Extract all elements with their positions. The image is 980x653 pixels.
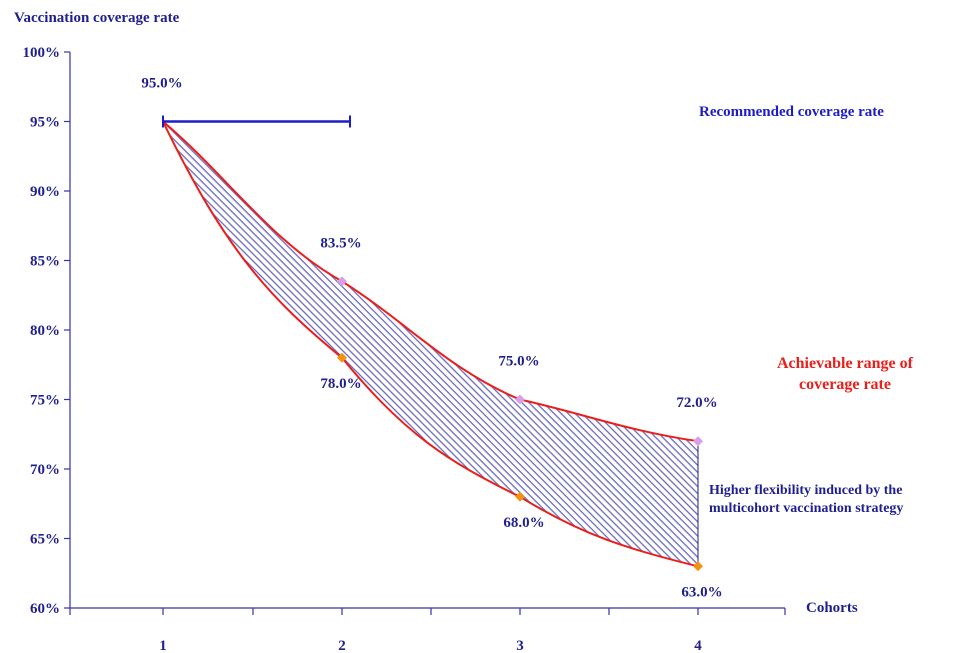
lower-range-line <box>162 121 699 568</box>
y-tick-label: 80% <box>30 323 60 339</box>
range-fill-area <box>163 121 698 567</box>
y-tick-label: 65% <box>30 532 60 548</box>
lower-data-label: 78.0% <box>320 376 361 392</box>
y-tick-label: 70% <box>30 462 60 478</box>
lower-data-label: 68.0% <box>503 515 544 531</box>
lower-point-marker <box>515 491 525 502</box>
flex-annotation-line2: multicohort vaccination strategy <box>709 501 903 516</box>
x-tick-label: 4 <box>694 638 702 653</box>
flex-annotation-line1: Higher flexibility induced by the <box>709 483 902 498</box>
y-tick-label: 90% <box>30 184 60 200</box>
upper-range-line <box>162 120 699 443</box>
x-axis-title: Cohorts <box>806 600 858 616</box>
x-tick-label: 3 <box>516 638 524 653</box>
y-tick-label: 100% <box>23 45 61 61</box>
upper-point-marker <box>337 276 347 287</box>
recommended-annotation: Recommended coverage rate <box>699 104 884 120</box>
y-tick-label: 75% <box>30 393 60 409</box>
upper-point-marker <box>693 436 703 447</box>
x-tick-label: 1 <box>159 638 167 653</box>
y-tick-label: 85% <box>30 254 60 270</box>
range-annotation-line1: Achievable range of <box>777 355 914 372</box>
y-axis-title: Vaccination coverage rate <box>14 10 180 26</box>
upper-data-label: 75.0% <box>498 354 539 370</box>
lower-point-marker <box>693 561 703 572</box>
range-annotation-line2: coverage rate <box>799 376 891 393</box>
upper-point-marker <box>515 394 525 405</box>
upper-data-label: 83.5% <box>320 235 361 251</box>
lower-point-marker <box>337 352 347 363</box>
lower-data-label: 63.0% <box>681 584 722 600</box>
upper-data-label: 95.0% <box>141 76 182 92</box>
upper-data-label: 72.0% <box>676 395 717 411</box>
y-tick-label: 60% <box>30 601 60 617</box>
y-tick-label: 95% <box>30 115 60 131</box>
x-tick-label: 2 <box>338 638 346 653</box>
